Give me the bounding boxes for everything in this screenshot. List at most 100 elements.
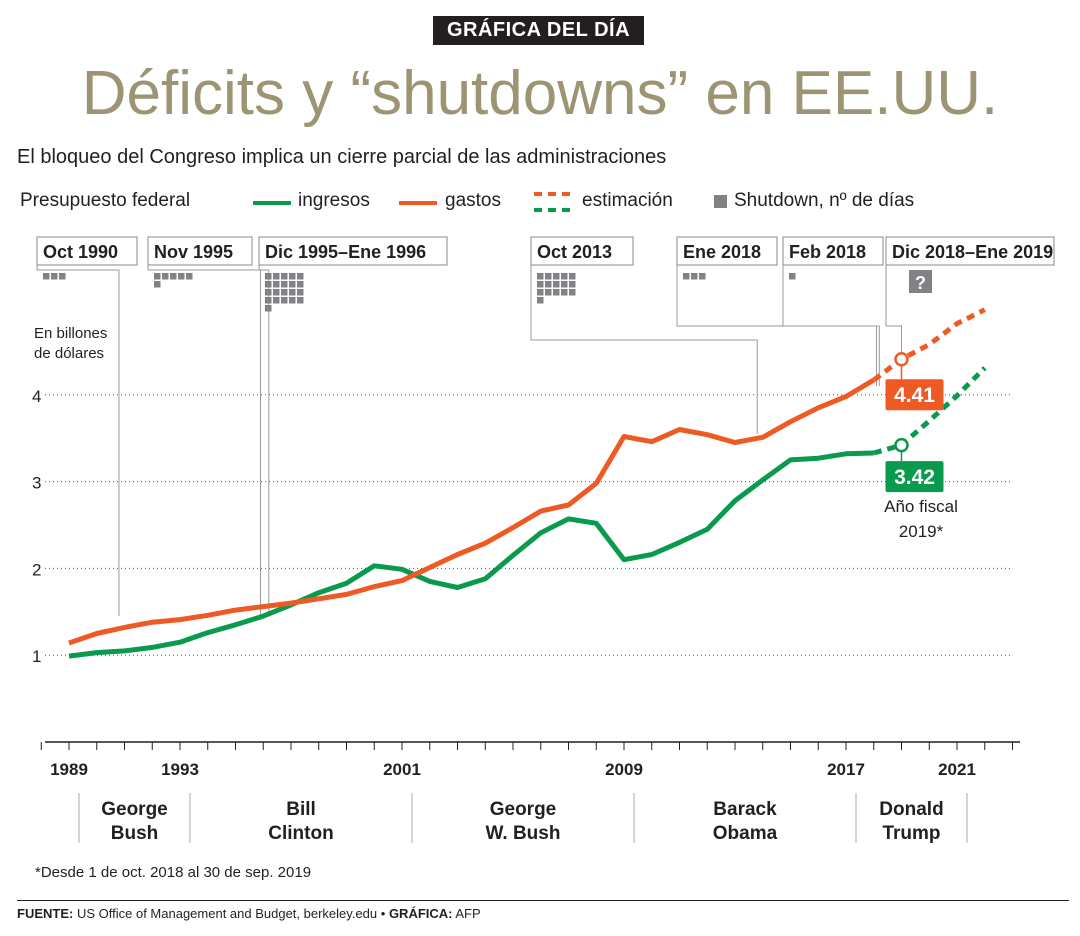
shutdown-day-square (699, 273, 706, 280)
shutdown-day-square (297, 289, 304, 296)
x-tick-label: 2021 (938, 760, 976, 779)
shutdown-day-square (537, 281, 544, 288)
shutdown-day-square (51, 273, 58, 280)
president-name: Bill (286, 799, 316, 820)
legend-shutdown-label: Shutdown, nº de días (734, 190, 915, 211)
shutdown-label: Oct 2013 (537, 242, 612, 262)
president-name: George (101, 799, 168, 820)
shutdown-day-square (545, 273, 552, 280)
shutdown-label-box (258, 236, 448, 266)
shutdown-leader-line (782, 265, 880, 387)
source-line: FUENTE: US Office of Management and Budg… (17, 906, 481, 921)
shutdown-day-square (265, 281, 272, 288)
shutdown-day-square (537, 289, 544, 296)
y-axis-label: de dólares (34, 345, 104, 362)
y-tick-label: 4 (32, 387, 41, 406)
credit-text: AFP (455, 906, 481, 921)
ingresos-highlight-point (894, 437, 909, 453)
shutdown-day-square (289, 273, 296, 280)
shutdown-label: Feb 2018 (789, 242, 866, 262)
x-tick-label: 1993 (161, 760, 199, 779)
legend-gastos-swatch (399, 201, 437, 205)
legend-ingresos-label: ingresos (298, 190, 370, 211)
legend-title: Presupuesto federal (20, 190, 191, 211)
shutdown-day-square (186, 273, 193, 280)
shutdown-day-square (289, 289, 296, 296)
shutdown-day-square (297, 273, 304, 280)
shutdown-day-square (561, 273, 568, 280)
shutdown-day-square (170, 273, 177, 280)
x-tick-label: 2017 (827, 760, 865, 779)
president-name: Trump (882, 823, 940, 844)
shutdown-label-box (36, 236, 138, 266)
shutdown-day-square (553, 281, 560, 288)
president-name: Clinton (268, 823, 333, 844)
president-name: Obama (713, 823, 778, 844)
gastos-highlight-point (894, 351, 909, 367)
shutdown-label: Oct 1990 (43, 242, 118, 262)
y-tick-label: 1 (32, 647, 41, 666)
divider (17, 900, 1069, 901)
shutdown-leader-line (258, 265, 270, 617)
ingresos-line (68, 450, 874, 659)
shutdown-leader-line (36, 265, 120, 617)
y-tick-label: 2 (32, 560, 41, 579)
shutdown-day-square (297, 297, 304, 304)
shutdown-day-square (178, 273, 185, 280)
shutdown-day-square (273, 273, 280, 280)
shutdown-day-square (537, 273, 544, 280)
shutdown-day-square (265, 289, 272, 296)
gastos-estimate-line (872, 307, 986, 382)
legend-estimacion-label: estimación (582, 190, 673, 211)
shutdown-label: Dic 2018–Ene 2019 (892, 242, 1053, 262)
shutdown-label-box (676, 236, 778, 266)
shutdown-day-square (281, 297, 288, 304)
shutdown-day-square (691, 273, 698, 280)
shutdown-day-square (297, 281, 304, 288)
fiscal-year-note: 2019* (899, 522, 944, 541)
legend-gastos-label: gastos (445, 190, 501, 211)
shutdown-unknown-mark: ? (915, 273, 926, 293)
shutdown-day-square (289, 297, 296, 304)
shutdown-day-square (569, 273, 576, 280)
shutdown-day-square (265, 273, 272, 280)
y-axis-label: En billones (34, 325, 107, 342)
shutdown-day-square (683, 273, 690, 280)
shutdown-day-square (265, 297, 272, 304)
shutdown-label-box (147, 236, 253, 266)
president-name: Donald (879, 799, 943, 820)
shutdown-day-square (789, 273, 796, 280)
shutdown-day-square (545, 289, 552, 296)
credit-label: GRÁFICA: (388, 906, 453, 921)
shutdown-leader-line (676, 265, 878, 387)
fiscal-year-note: Año fiscal (884, 497, 958, 516)
shutdown-square-icon (714, 195, 727, 208)
x-tick-label: 2001 (383, 760, 421, 779)
gastos-value-box (885, 379, 944, 411)
shutdown-day-square (281, 289, 288, 296)
president-name: George (490, 799, 557, 820)
shutdown-day-square (545, 281, 552, 288)
ingresos-estimate-line (873, 366, 987, 456)
x-tick-label: 2009 (605, 760, 643, 779)
ingresos-value-label: 3.42 (894, 466, 935, 489)
shutdown-leader-line (147, 265, 261, 617)
shutdown-label-box (530, 236, 634, 266)
legend-estimacion-swatch-orange (534, 192, 574, 196)
source-label: FUENTE: (17, 906, 74, 921)
legend-estimacion-swatch-green (534, 208, 574, 212)
source-separator-icon: • (380, 906, 386, 921)
president-name: Bush (111, 823, 159, 844)
source-text: US Office of Management and Budget, berk… (76, 906, 378, 921)
shutdown-label: Dic 1995–Ene 1996 (265, 242, 426, 262)
president-name: Barack (713, 799, 777, 820)
shutdown-day-square (154, 273, 161, 280)
shutdown-day-square (561, 281, 568, 288)
president-name: W. Bush (486, 823, 561, 844)
shutdown-day-square (553, 289, 560, 296)
shutdown-leader-line (530, 265, 758, 434)
ingresos-value-box (885, 461, 944, 493)
shutdown-day-square (43, 273, 50, 280)
shutdown-unknown-box (909, 270, 932, 293)
